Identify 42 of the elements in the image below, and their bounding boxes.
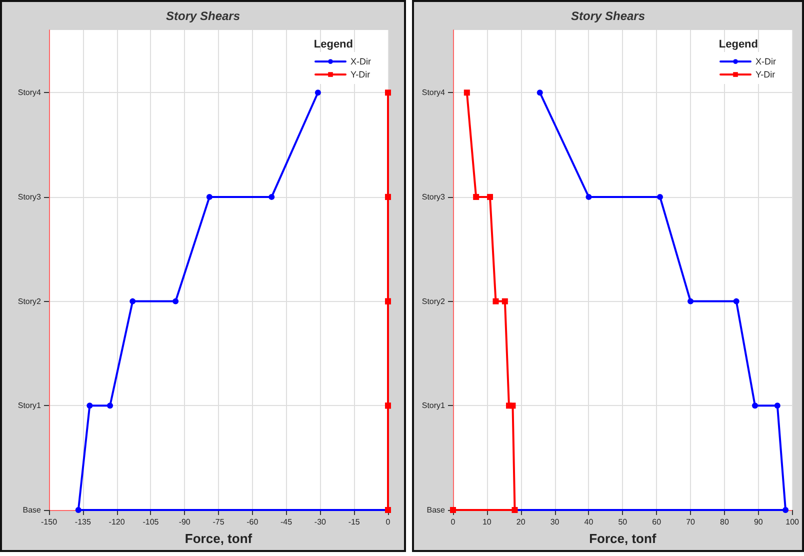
y-tick-label: Story3 xyxy=(18,192,42,202)
x-tick-label: -150 xyxy=(40,518,58,526)
legend-title: Legend xyxy=(314,38,354,50)
legend-label: X-Dir xyxy=(756,56,776,66)
y-tick-label: Story1 xyxy=(18,401,42,410)
x-tick-label: 40 xyxy=(584,518,594,526)
legend-title: Legend xyxy=(718,38,758,50)
chart-title: Story Shears xyxy=(166,9,240,23)
x-tick-label: 30 xyxy=(550,518,560,526)
x-tick-label: 20 xyxy=(516,518,526,526)
x-tick-label: 50 xyxy=(618,518,628,526)
y-tick-label: Story4 xyxy=(422,88,446,98)
y-tick-label: Story1 xyxy=(422,401,446,410)
x-tick-label: 100 xyxy=(786,518,800,526)
x-tick-label: 70 xyxy=(686,518,696,526)
x-tick-label: 60 xyxy=(652,518,662,526)
x-tick-label: -60 xyxy=(246,518,259,526)
x-tick-label: 10 xyxy=(482,518,492,526)
y-tick-label: Story3 xyxy=(422,192,446,202)
x-tick-label: -120 xyxy=(108,518,126,526)
x-tick-label: -90 xyxy=(178,518,191,526)
y-tick-label: Story2 xyxy=(18,296,42,306)
x-tick-label: -45 xyxy=(280,518,293,526)
legend-label: Y-Dir xyxy=(756,70,776,80)
y-tick-label: Story4 xyxy=(18,88,42,98)
x-tick-label: 90 xyxy=(754,518,764,526)
legend-label: Y-Dir xyxy=(350,70,370,80)
x-tick-label: -15 xyxy=(348,518,360,526)
x-tick-label: -105 xyxy=(142,518,160,526)
x-tick-label: 0 xyxy=(386,518,391,526)
y-tick-label: Story2 xyxy=(422,296,446,306)
x-tick-label: -30 xyxy=(314,518,327,526)
x-axis-title: Force, tonf xyxy=(184,531,253,546)
x-tick-label: -75 xyxy=(212,518,225,526)
x-tick-label: 0 xyxy=(450,518,456,526)
chart-title: Story Shears xyxy=(570,9,646,23)
y-tick-label: Base xyxy=(22,506,42,514)
x-axis-title: Force, tonf xyxy=(589,531,657,546)
legend-label: X-Dir xyxy=(350,56,372,66)
x-tick-label: -135 xyxy=(74,518,92,526)
x-tick-label: 80 xyxy=(720,518,730,526)
y-tick-label: Base xyxy=(426,506,446,514)
